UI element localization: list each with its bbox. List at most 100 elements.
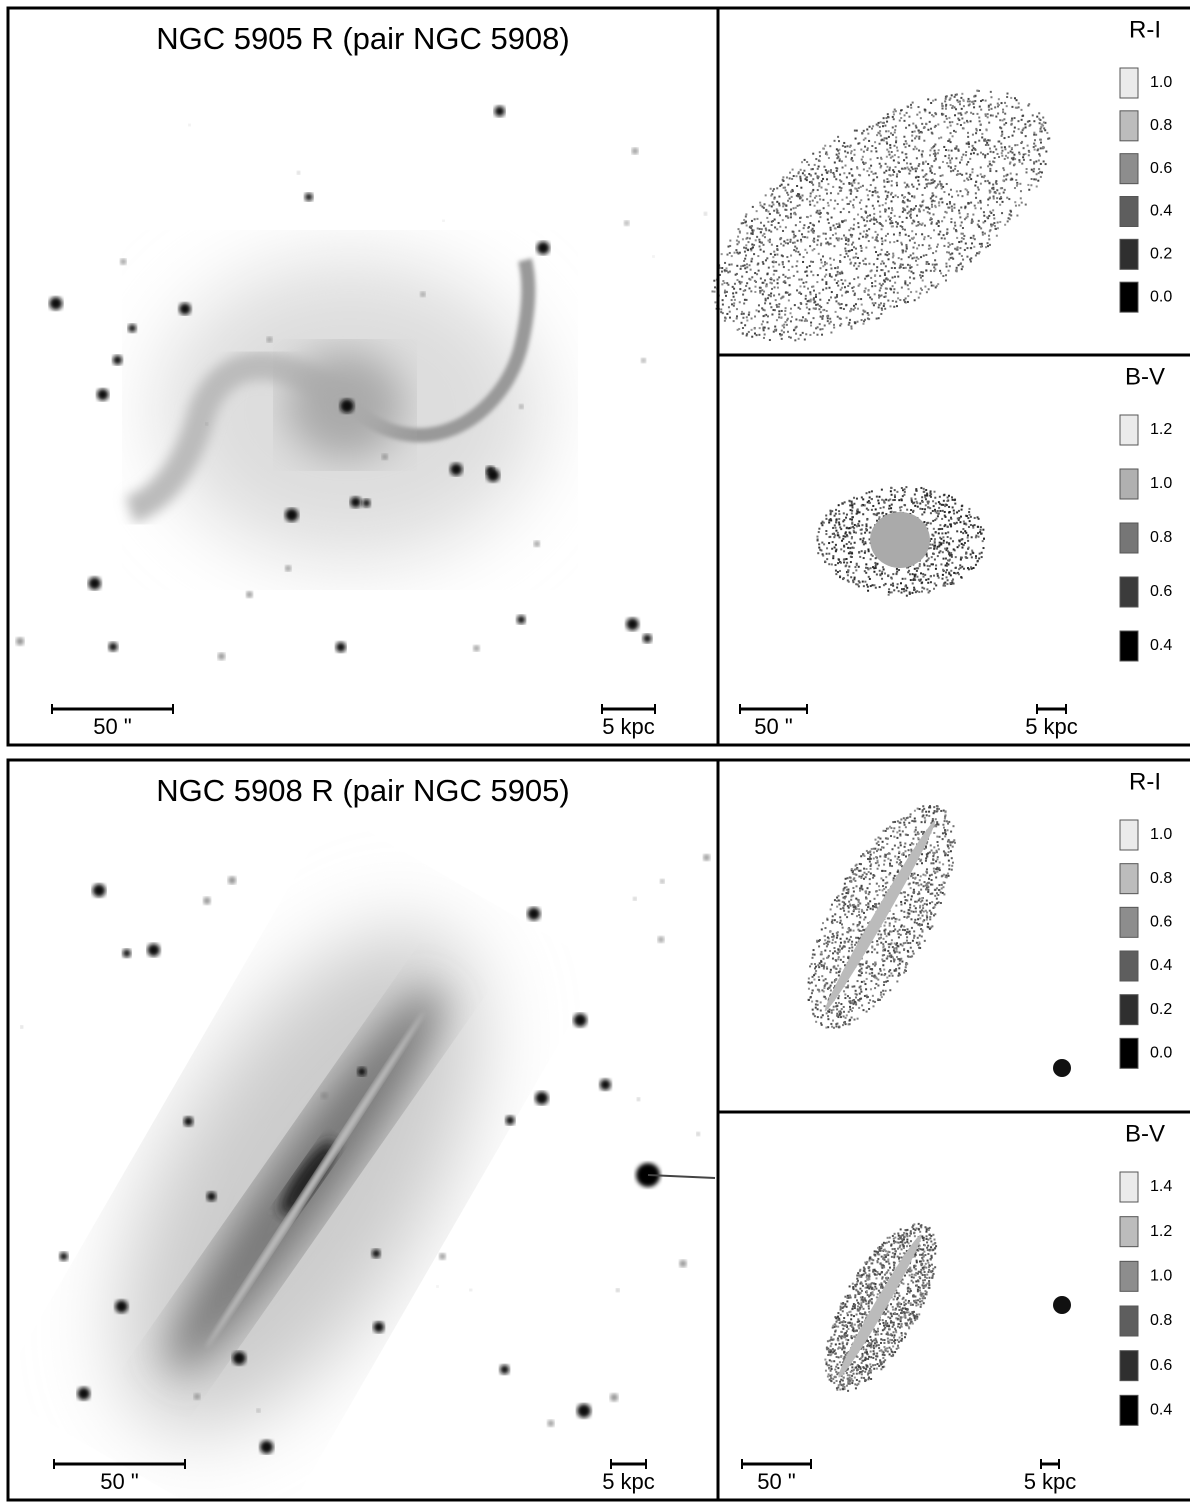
pixel [786, 324, 788, 326]
pixel [822, 1014, 824, 1016]
pixel [1003, 192, 1005, 194]
pixel [870, 554, 872, 556]
pixel [851, 1010, 853, 1012]
pixel [840, 190, 842, 192]
pixel [826, 919, 828, 921]
pixel [946, 500, 948, 502]
pixel [972, 168, 974, 170]
pixel [889, 989, 891, 991]
pixel [952, 135, 954, 137]
pixel [885, 190, 887, 192]
pixel [973, 95, 975, 97]
pixel [797, 251, 799, 253]
pixel [870, 150, 872, 152]
pixel [842, 933, 844, 935]
pixel [849, 947, 851, 949]
pixel [940, 891, 942, 893]
pixel [854, 1001, 856, 1003]
pixel [762, 263, 764, 265]
star [228, 876, 236, 884]
pixel [870, 873, 872, 875]
pixel [971, 242, 973, 244]
pixel [887, 575, 889, 577]
pixel [758, 304, 760, 306]
pixel [907, 950, 909, 952]
pixel [998, 156, 1000, 158]
pixel [910, 104, 912, 106]
pixel [896, 182, 898, 184]
pixel [924, 225, 926, 227]
pixel [893, 113, 895, 115]
pixel [825, 242, 827, 244]
pixel [892, 134, 894, 136]
pixel [883, 180, 885, 182]
pixel [879, 999, 881, 1001]
pixel [999, 204, 1001, 206]
pixel [873, 217, 875, 219]
pixel [913, 589, 915, 591]
pixel [923, 209, 925, 211]
pixel [902, 945, 904, 947]
pixel [1027, 184, 1029, 186]
pixel [813, 949, 815, 951]
pixel [977, 153, 979, 155]
pixel [866, 909, 868, 911]
pixel [871, 285, 873, 287]
pixel [937, 845, 939, 847]
pixel [819, 323, 821, 325]
pixel [835, 972, 837, 974]
pixel [782, 274, 784, 276]
pixel [790, 213, 792, 215]
pixel [922, 244, 924, 246]
pixel [917, 937, 919, 939]
pixel [795, 318, 797, 320]
pixel [794, 236, 796, 238]
pixel [859, 174, 861, 176]
pixel [1031, 169, 1033, 171]
pixel [1037, 149, 1039, 151]
pixel [963, 180, 965, 182]
pixel [951, 865, 953, 867]
pixel [876, 573, 878, 575]
pixel [888, 508, 890, 510]
pixel [904, 229, 906, 231]
pixel [915, 205, 917, 207]
pixel [880, 294, 882, 296]
pixel [919, 223, 921, 225]
pixel [918, 129, 920, 131]
pixel [1020, 197, 1022, 199]
pixel [817, 1004, 819, 1006]
pixel [921, 513, 923, 515]
pixel [787, 184, 789, 186]
pixel [930, 512, 932, 514]
pixel [879, 573, 881, 575]
pixel [1042, 146, 1044, 148]
pixel [916, 922, 918, 924]
pixel [899, 929, 901, 931]
pixel [838, 1011, 840, 1013]
pixel [853, 909, 855, 911]
pixel [776, 208, 778, 210]
pixel [1004, 146, 1006, 148]
pixel [828, 563, 830, 565]
pixel [906, 817, 908, 819]
pixel [961, 117, 963, 119]
pixel [811, 182, 813, 184]
pixel [966, 515, 968, 517]
pixel [921, 123, 923, 125]
pixel [959, 212, 961, 214]
pixel [941, 103, 943, 105]
pixel [876, 842, 878, 844]
pixel [879, 130, 881, 132]
pixel [853, 497, 855, 499]
pixel [824, 1005, 826, 1007]
pixel [892, 116, 894, 118]
pixel [859, 202, 861, 204]
pixel [943, 494, 945, 496]
pixel [1015, 205, 1017, 207]
pixel [880, 121, 882, 123]
pixel [963, 235, 965, 237]
pixel [848, 500, 850, 502]
pixel [920, 117, 922, 119]
pixel [871, 975, 873, 977]
